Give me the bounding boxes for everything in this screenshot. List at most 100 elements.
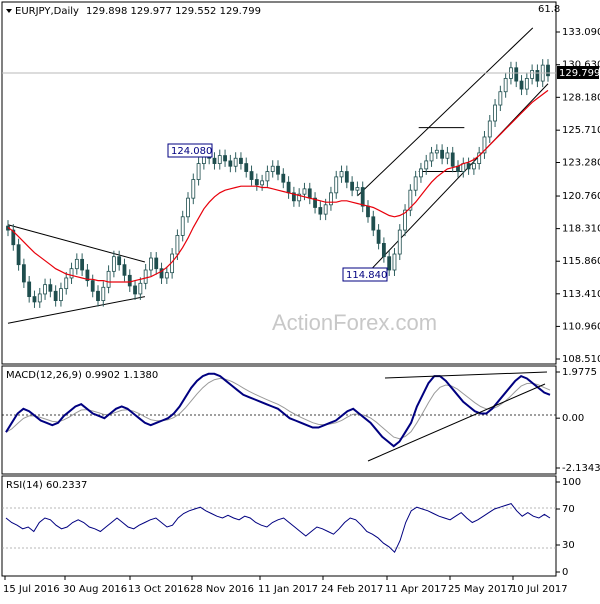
candle-body [11,229,16,246]
candle-body [254,179,259,186]
candle-body [186,197,190,218]
candle-body [397,229,402,255]
rsi-line [5,503,551,554]
annotation-low-label: 114.840 [346,270,387,281]
candle-body [307,188,312,199]
price-trendline [7,296,145,324]
candle-body [498,91,503,106]
candle-body [32,296,37,303]
candle-body [286,181,291,194]
candle-body [64,277,69,290]
candle-body [371,216,376,231]
candle-body [239,157,243,164]
candle-body [350,181,355,191]
candle-body [143,269,148,284]
candle-body [175,235,180,255]
last-price-label: 129.799 [559,68,600,79]
candle-body [434,149,439,154]
candle-body [381,242,386,258]
macd-signal-line [5,377,551,440]
candle-body [535,70,540,82]
candle-body [270,165,275,172]
x-tick-label: 30 Aug 2016 [63,584,127,595]
price-tick-label: 120.760 [562,191,600,202]
candle-body [445,152,450,159]
dropdown-triangle-icon [6,9,12,13]
candle-body [471,163,476,170]
panel-frames [1,1,557,577]
price-axis: 133.090 130.630 128.180 125.710 123.280 120.7… [556,27,600,365]
candle-body [164,272,169,279]
price-candles [6,59,550,308]
candle-body [360,187,365,207]
x-tick-label: 15 Jul 2016 [3,584,60,595]
candle-body [59,288,63,301]
x-tick-label: 10 Jul 2017 [511,584,568,595]
annotation-high-box [167,143,213,158]
candle-body [106,270,111,288]
candle-body [159,268,164,279]
macd-panel-frame [1,365,557,475]
candle-body [429,152,434,162]
rsi-tick-label: 0 [562,567,568,578]
candle-body [111,256,116,272]
price-trendline [365,83,549,276]
candle-body [355,187,360,191]
candle-body [329,192,333,206]
candle-body [482,136,487,154]
candle-body [69,268,74,279]
price-panel-frame [1,1,557,365]
candle-body [450,152,455,167]
candle-body [191,179,196,199]
candle-body [413,176,418,191]
candle-body [122,264,127,276]
candle-body [530,70,535,79]
macd-line [5,372,551,448]
x-tick-label: 11 Apr 2017 [385,584,447,595]
candle-body [291,192,296,202]
candle-body [149,257,153,271]
candle-body [233,157,238,167]
candle-body [180,216,185,236]
candle-body [344,171,349,183]
candle-body [376,229,381,244]
candle-body [297,193,302,202]
candle-body [281,173,286,183]
candle-body [96,290,100,301]
macd-tick-label: 0.00 [562,413,584,424]
candle-body [80,258,85,271]
x-axis: 15 Jul 2016 30 Aug 2016 13 Oct 2016 28 Nov … [3,576,568,595]
candle-body [392,253,397,271]
candle-body [138,282,143,295]
candle-body [366,205,370,218]
candle-body [440,149,445,159]
candle-body [244,163,249,172]
candle-body [302,188,307,195]
symbol-label: EURJPY,Daily [15,6,79,17]
price-tick-label: 108.510 [562,354,600,365]
candle-body [154,257,159,270]
rsi-panel-frame [1,475,557,577]
rsi-tick-label: 100 [562,477,581,488]
candle-body [90,280,95,292]
candle-body [334,176,339,194]
macd-upper-trendline [384,371,548,379]
x-tick-label: 28 Nov 2016 [190,584,254,595]
candle-body [339,171,344,178]
candle-body [212,157,217,164]
macd-label: MACD(12,26,9) 0.9902 1.1380 [6,370,158,381]
candle-body [133,285,137,295]
rsi-axis: 100 70 30 0 [556,477,581,578]
watermark: ActionForex.com [272,310,437,335]
macd-lower-trendline [367,383,546,462]
rsi-tick-label: 30 [562,540,575,551]
candle-body [519,80,524,90]
price-tick-label: 123.280 [562,158,600,169]
annotation-high-label: 124.080 [171,146,212,157]
price-tick-label: 115.860 [562,256,600,267]
candle-body [85,269,90,282]
candle-body [524,78,529,90]
candle-body [493,104,497,122]
price-tick-label: 133.090 [562,27,600,38]
